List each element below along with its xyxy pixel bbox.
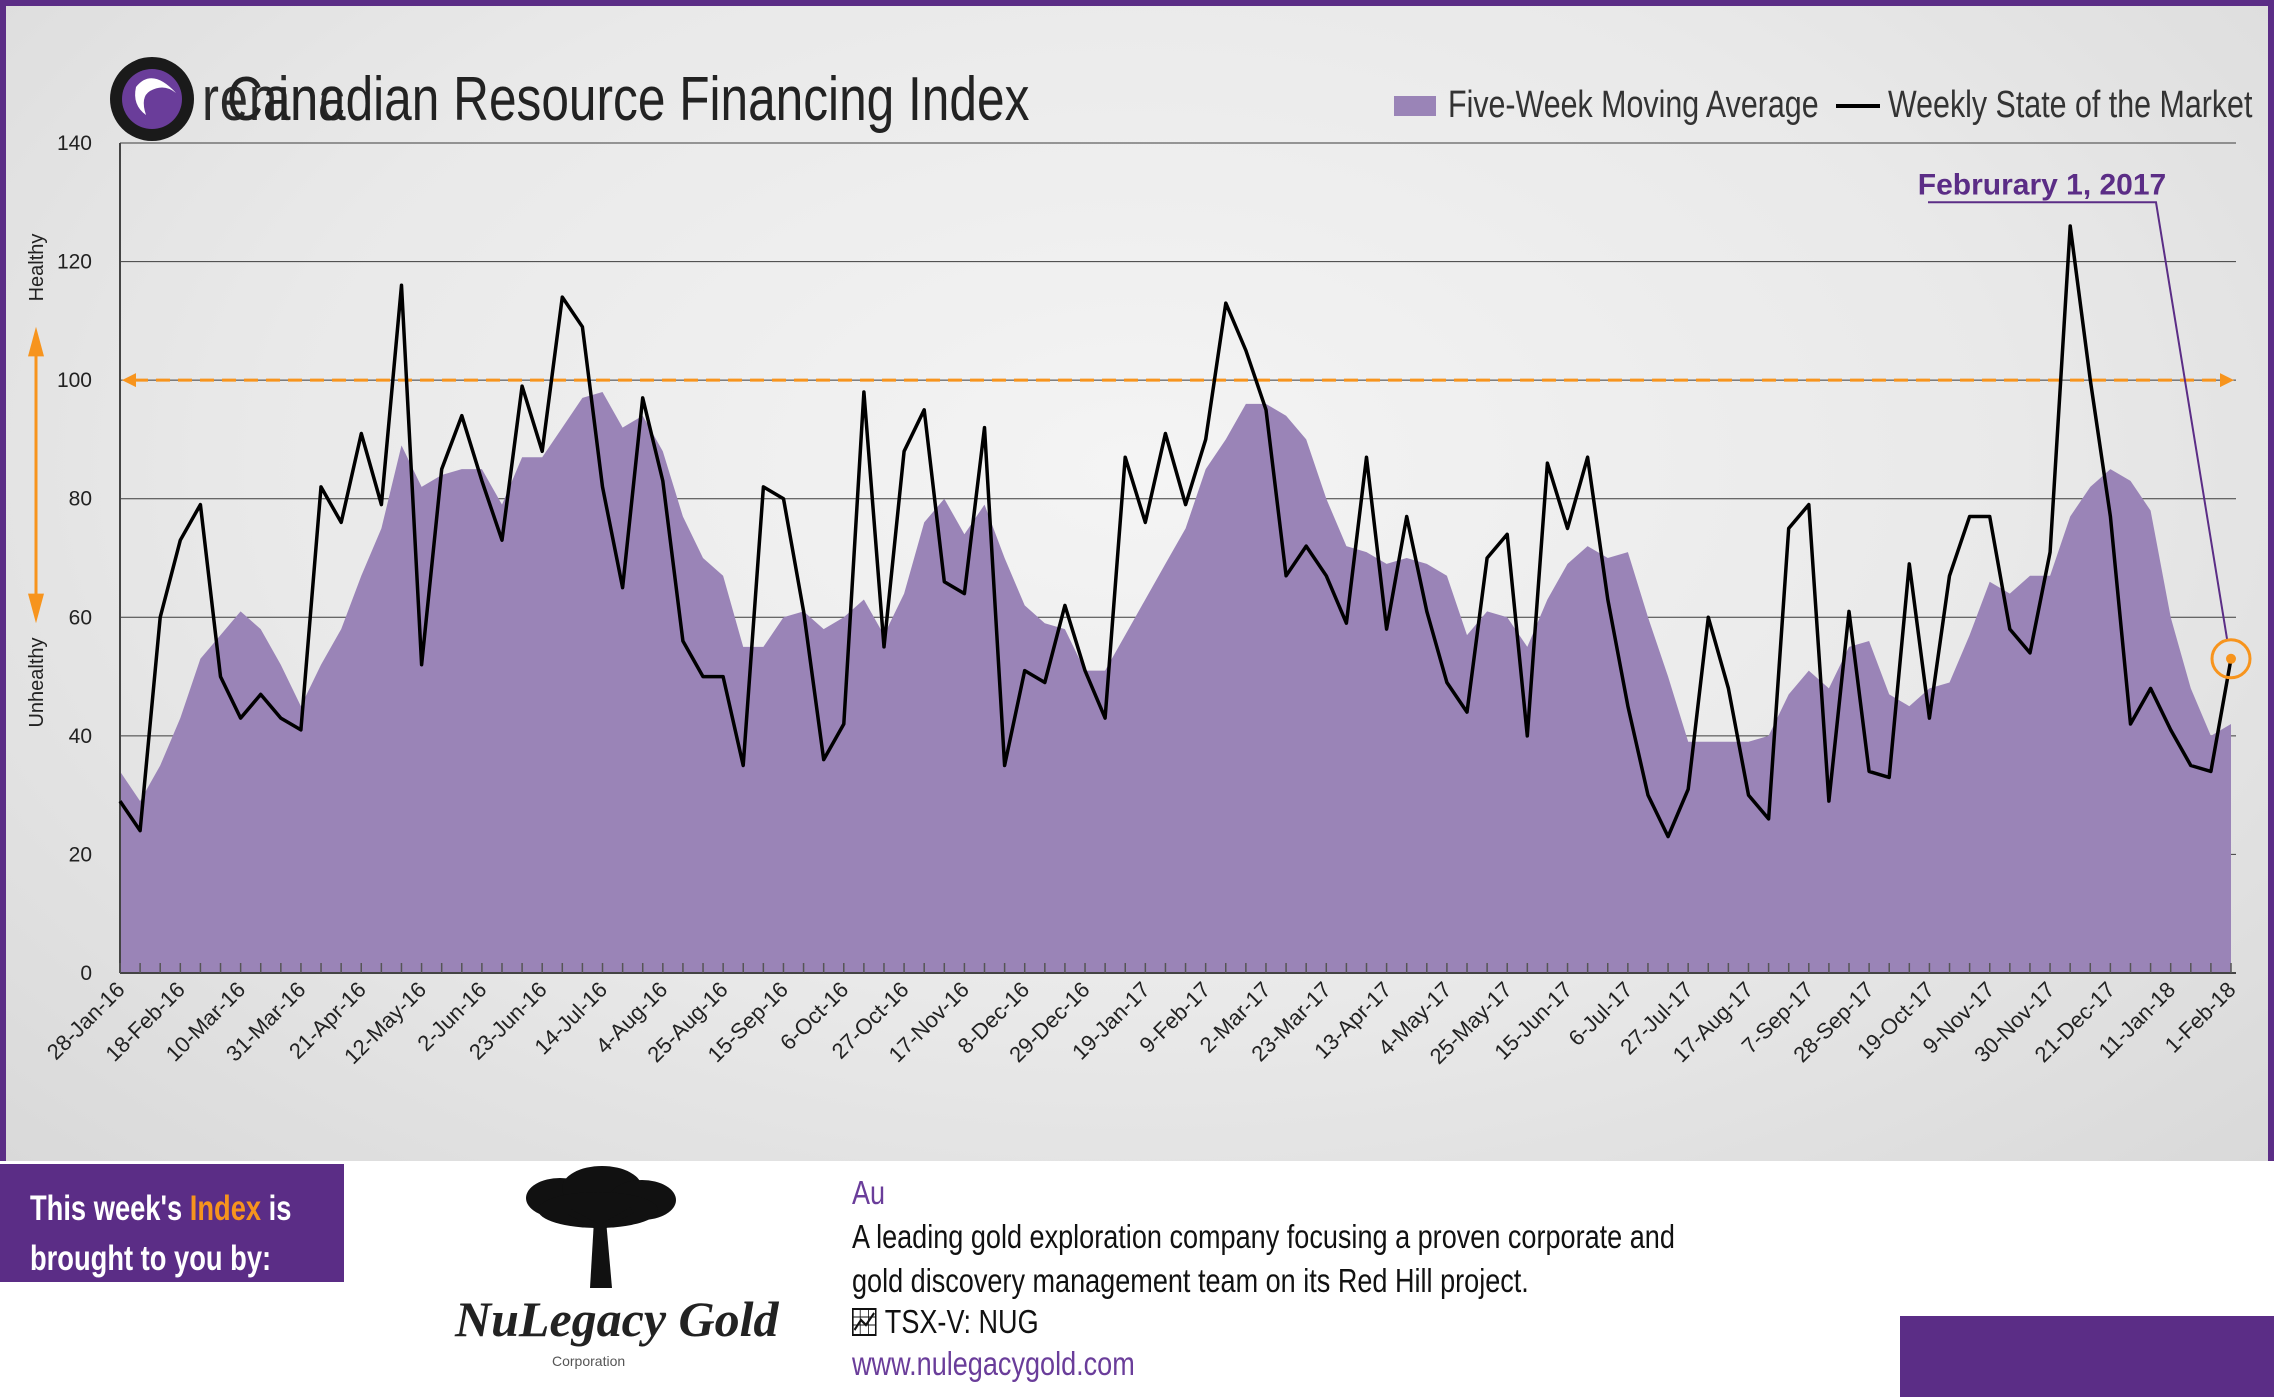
ylabel-healthy: Healthy [26, 234, 48, 302]
y-tick-label: 120 [57, 251, 92, 274]
annotation-label: Februrary 1, 2017 [1918, 168, 2166, 201]
health-arrow-up [28, 326, 44, 357]
company-url[interactable]: www.nulegacygold.com [852, 1345, 1135, 1382]
threshold-arrow-right [2220, 373, 2234, 388]
sponsor-box: This week's Index is brought to you by: [0, 1164, 344, 1282]
threshold-arrow-left [122, 373, 136, 388]
corner-accent [1900, 1316, 2274, 1397]
company-desc-line2: gold discovery management team on its Re… [852, 1262, 1529, 1299]
sponsor-line2: brought to you by: [30, 1239, 272, 1278]
y-tick-label: 140 [57, 132, 92, 155]
tree-logo-icon [526, 1166, 676, 1288]
ticker-text: TSX-V: NUG [884, 1303, 1039, 1340]
company-subtitle: Corporation [552, 1353, 626, 1369]
legend-area-label: Five-Week Moving Average [1448, 84, 1819, 126]
legend-line-swatch [1836, 103, 1880, 108]
symbol-au: Au [852, 1174, 886, 1211]
ticker-row: TSX-V: NUG [852, 1303, 1039, 1341]
ylabel-unhealthy: Unhealthy [26, 637, 48, 727]
annotation-dot [2226, 653, 2236, 664]
y-tick-label: 80 [69, 488, 92, 511]
health-arrow-down [28, 593, 44, 624]
company-desc-line1: A leading gold exploration company focus… [852, 1218, 1675, 1255]
legend-area-swatch [1394, 95, 1436, 116]
y-tick-label: 100 [57, 369, 92, 392]
chart-panel: 0 20 40 60 80 100 120 140 Healthy Unhealthy 28-Jan… [6, 6, 2268, 1161]
annotation-circle [2210, 638, 2252, 680]
legend-area: Five-Week Moving Average [1394, 84, 1911, 127]
area-series-moving-average [120, 392, 2231, 973]
chart-title: Canadian Resource Financing Index [226, 64, 1030, 134]
y-tick-label: 0 [80, 962, 92, 985]
brand-name: reninc [202, 64, 346, 134]
y-tick-label: 60 [69, 606, 92, 629]
sponsor-line1: This week's Index is [30, 1184, 291, 1234]
chart-icon [852, 1308, 877, 1336]
sponsor-line1-a: This week's [30, 1189, 190, 1228]
sponsor-index-word: Index [189, 1189, 262, 1228]
y-tick-label: 40 [69, 725, 92, 748]
orogen-o-logo [110, 57, 194, 141]
company-name: NuLegacy Gold [455, 1291, 779, 1347]
legend-line-label: Weekly State of the Market [1888, 84, 2253, 126]
line-series-weekly-state [118, 224, 2233, 839]
y-tick-label: 20 [69, 843, 92, 866]
sponsor-line1-c: is [261, 1189, 292, 1228]
annotation-leader [1928, 201, 2228, 639]
chart-svg: 020406080100120140HealthyUnhealthy28-Jan… [26, 132, 2252, 1069]
legend-line: Weekly State of the Market [1836, 84, 2274, 127]
title-block: reninc Canadian Resource Financing Index [106, 54, 1230, 144]
sponsor-band [0, 1161, 2274, 1397]
